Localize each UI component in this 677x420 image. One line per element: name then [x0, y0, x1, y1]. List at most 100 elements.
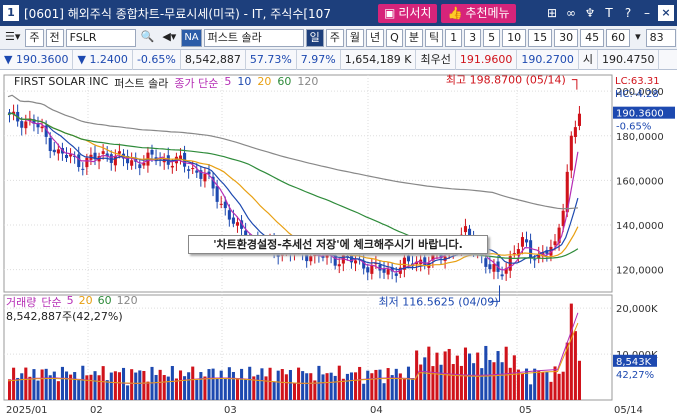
volume-bar — [174, 378, 178, 400]
volume-bar — [219, 370, 223, 400]
ma120-line — [7, 94, 578, 210]
candle-body — [85, 157, 89, 168]
minute-30[interactable]: 30 — [554, 28, 579, 47]
volume-bar — [211, 368, 215, 400]
volume-bar — [166, 376, 170, 400]
period-year[interactable]: 년 — [366, 28, 385, 47]
volume-bar — [500, 362, 504, 400]
volume-bar — [333, 375, 337, 400]
volume-bar — [231, 371, 235, 400]
volume-bar — [109, 372, 113, 400]
link-icon[interactable]: ∞ — [566, 6, 576, 20]
volume-bar — [260, 368, 264, 400]
lc-label: LC:63.31 — [615, 76, 660, 87]
volume-ma20-line — [7, 322, 579, 384]
market-select[interactable]: 전 — [45, 28, 64, 47]
volume-bar — [134, 372, 138, 400]
volume-bar — [451, 364, 455, 400]
volume-bar — [235, 378, 240, 400]
sound-icon[interactable]: ◀▾ — [162, 29, 177, 43]
count-input[interactable]: 83 — [645, 28, 676, 47]
period-quarter[interactable]: Q — [386, 28, 403, 47]
volume-bar — [248, 366, 252, 400]
volume-bar — [455, 355, 459, 400]
volume-bar — [459, 365, 463, 400]
pin-icon[interactable]: ♆ — [584, 6, 596, 20]
volume-bar — [525, 368, 529, 400]
candle-body — [431, 252, 435, 261]
volume-bar — [12, 367, 16, 400]
candle-body — [484, 258, 488, 267]
minute-45[interactable]: 45 — [580, 28, 605, 47]
vol-ma60-legend: 60 — [97, 294, 112, 307]
volume-bar — [81, 365, 85, 400]
candle-body — [382, 268, 386, 273]
candle-body — [468, 228, 472, 241]
date-label: 02 — [90, 405, 103, 416]
minute-3[interactable]: 3 — [464, 28, 482, 47]
period-minute[interactable]: 분 — [404, 28, 423, 47]
volume-bar — [443, 351, 447, 400]
candle-body — [305, 252, 309, 262]
minute-10[interactable]: 10 — [502, 28, 527, 47]
candle-body — [512, 253, 516, 255]
chevron-down-icon[interactable]: ▾ — [635, 29, 641, 43]
volume-ma-label: 단순 — [41, 296, 62, 309]
volume-bar — [130, 369, 134, 400]
price-frame — [3, 74, 613, 293]
window-title: [0601] 해외주식 종합차트-무료시세(미국) - IT, 주식수[107 — [24, 6, 331, 21]
volume-bar — [276, 370, 280, 400]
search-icon[interactable]: 🔍 — [140, 29, 155, 43]
research-icon: ▣ — [384, 5, 396, 20]
period-week[interactable]: 주 — [325, 28, 344, 47]
price-axis: 200,0000 180,0000 160,0000 140,0000 120,0000… — [6, 76, 675, 416]
help-icon[interactable]: ? — [624, 6, 632, 20]
current-price-box — [613, 106, 675, 119]
volume-bar — [541, 372, 545, 400]
volume-bar — [121, 367, 126, 400]
minute-5[interactable]: 5 — [483, 28, 501, 47]
volume-bar — [64, 371, 69, 400]
candle-body — [370, 265, 374, 274]
candle-body — [20, 121, 24, 128]
candle-body — [142, 162, 146, 166]
volume-bar — [362, 383, 366, 400]
volume-bar — [305, 373, 309, 400]
volume-bar — [341, 378, 345, 400]
volume-bar — [345, 373, 349, 400]
candle-body — [101, 151, 105, 154]
menu-icon[interactable]: ☰▾ — [5, 29, 21, 43]
title-bar: 1 [0601] 해외주식 종합차트-무료시세(미국) - IT, 주식수[10… — [0, 0, 677, 26]
period-month[interactable]: 월 — [345, 28, 365, 47]
period-tick[interactable]: 틱 — [424, 28, 444, 47]
grid-icon[interactable]: ⊞ — [546, 6, 558, 20]
candle-body — [231, 217, 235, 224]
symbol-input[interactable]: FSLR — [65, 28, 136, 47]
candle-body — [325, 252, 329, 258]
price-tick-label: 120,0000 — [616, 266, 664, 277]
text-icon[interactable]: T — [605, 6, 613, 20]
volume-bar — [85, 375, 89, 400]
volume-bar — [280, 369, 284, 400]
volume-pct2: 7.97% — [297, 49, 341, 70]
price-change: ▼ 1.2400 — [73, 49, 133, 70]
volume-bar — [162, 375, 166, 400]
volume-bar — [227, 367, 231, 400]
menu-select[interactable]: 주 — [25, 28, 44, 47]
minute-15[interactable]: 15 — [528, 28, 553, 47]
period-day[interactable]: 일 — [305, 28, 324, 47]
research-button[interactable]: ▣ 리서치 — [378, 3, 438, 23]
candle-body — [366, 267, 370, 273]
minimize-icon[interactable]: – — [644, 6, 650, 20]
minute-1[interactable]: 1 — [445, 28, 463, 47]
company-name: FIRST SOLAR INC — [14, 75, 109, 88]
candle-body — [207, 171, 211, 175]
volume-bar — [573, 331, 577, 400]
candle-body — [170, 165, 174, 168]
close-icon[interactable]: × — [658, 5, 674, 21]
recommend-button[interactable]: 👍 추천메뉴 — [441, 3, 516, 23]
candle-body — [211, 176, 215, 189]
low-arrow — [490, 285, 501, 302]
stock-name: 퍼스트 솔라 — [203, 28, 304, 47]
minute-60[interactable]: 60 — [606, 28, 631, 47]
